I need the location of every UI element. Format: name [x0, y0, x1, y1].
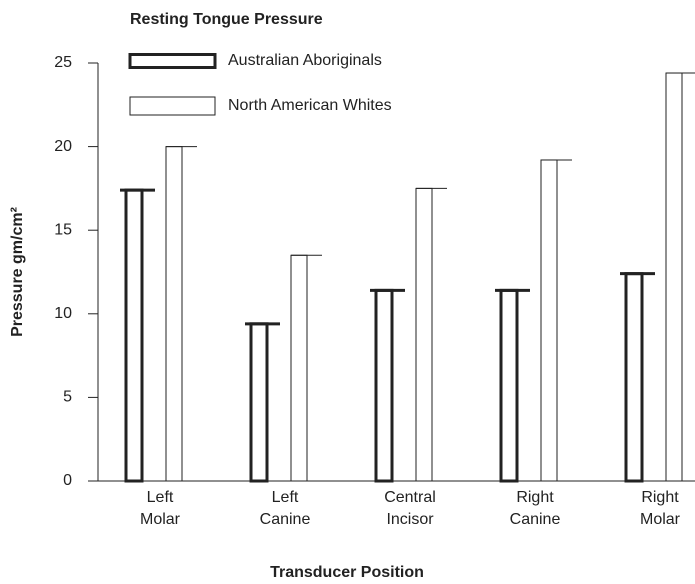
bar [165, 146, 183, 482]
y-axis-title: Pressure gm/cm² [9, 207, 26, 337]
bar [499, 288, 519, 483]
chart-title: Resting Tongue Pressure [130, 11, 323, 28]
bar [124, 188, 144, 483]
y-tick-label: 25 [54, 54, 72, 71]
y-tick-label: 5 [63, 389, 72, 406]
y-tick-label: 15 [54, 221, 72, 238]
bar [374, 288, 394, 483]
y-tick-label: 10 [54, 305, 72, 322]
x-tick-label: Right [641, 489, 679, 506]
y-tick-label: 0 [63, 472, 72, 489]
x-tick-label: Canine [260, 511, 311, 528]
bar [665, 72, 683, 482]
bar [249, 322, 269, 483]
legend-swatch [128, 53, 217, 69]
x-tick-label: Molar [640, 511, 681, 528]
x-tick-label: Molar [140, 511, 181, 528]
x-tick-label: Canine [510, 511, 561, 528]
x-tick-label: Central [384, 489, 436, 506]
y-tick-label: 20 [54, 138, 72, 155]
bar [290, 254, 308, 482]
x-tick-label: Left [272, 489, 299, 506]
x-tick-label: Incisor [386, 511, 434, 528]
x-tick-label: Right [516, 489, 554, 506]
x-tick-label: Left [147, 489, 174, 506]
legend-swatch [129, 96, 216, 116]
x-axis-title: Transducer Position [270, 564, 424, 581]
bar [540, 159, 558, 482]
legend-label: Australian Aboriginals [228, 52, 382, 69]
legend-label: North American Whites [228, 97, 392, 114]
bar [415, 187, 433, 482]
bar [624, 272, 644, 483]
